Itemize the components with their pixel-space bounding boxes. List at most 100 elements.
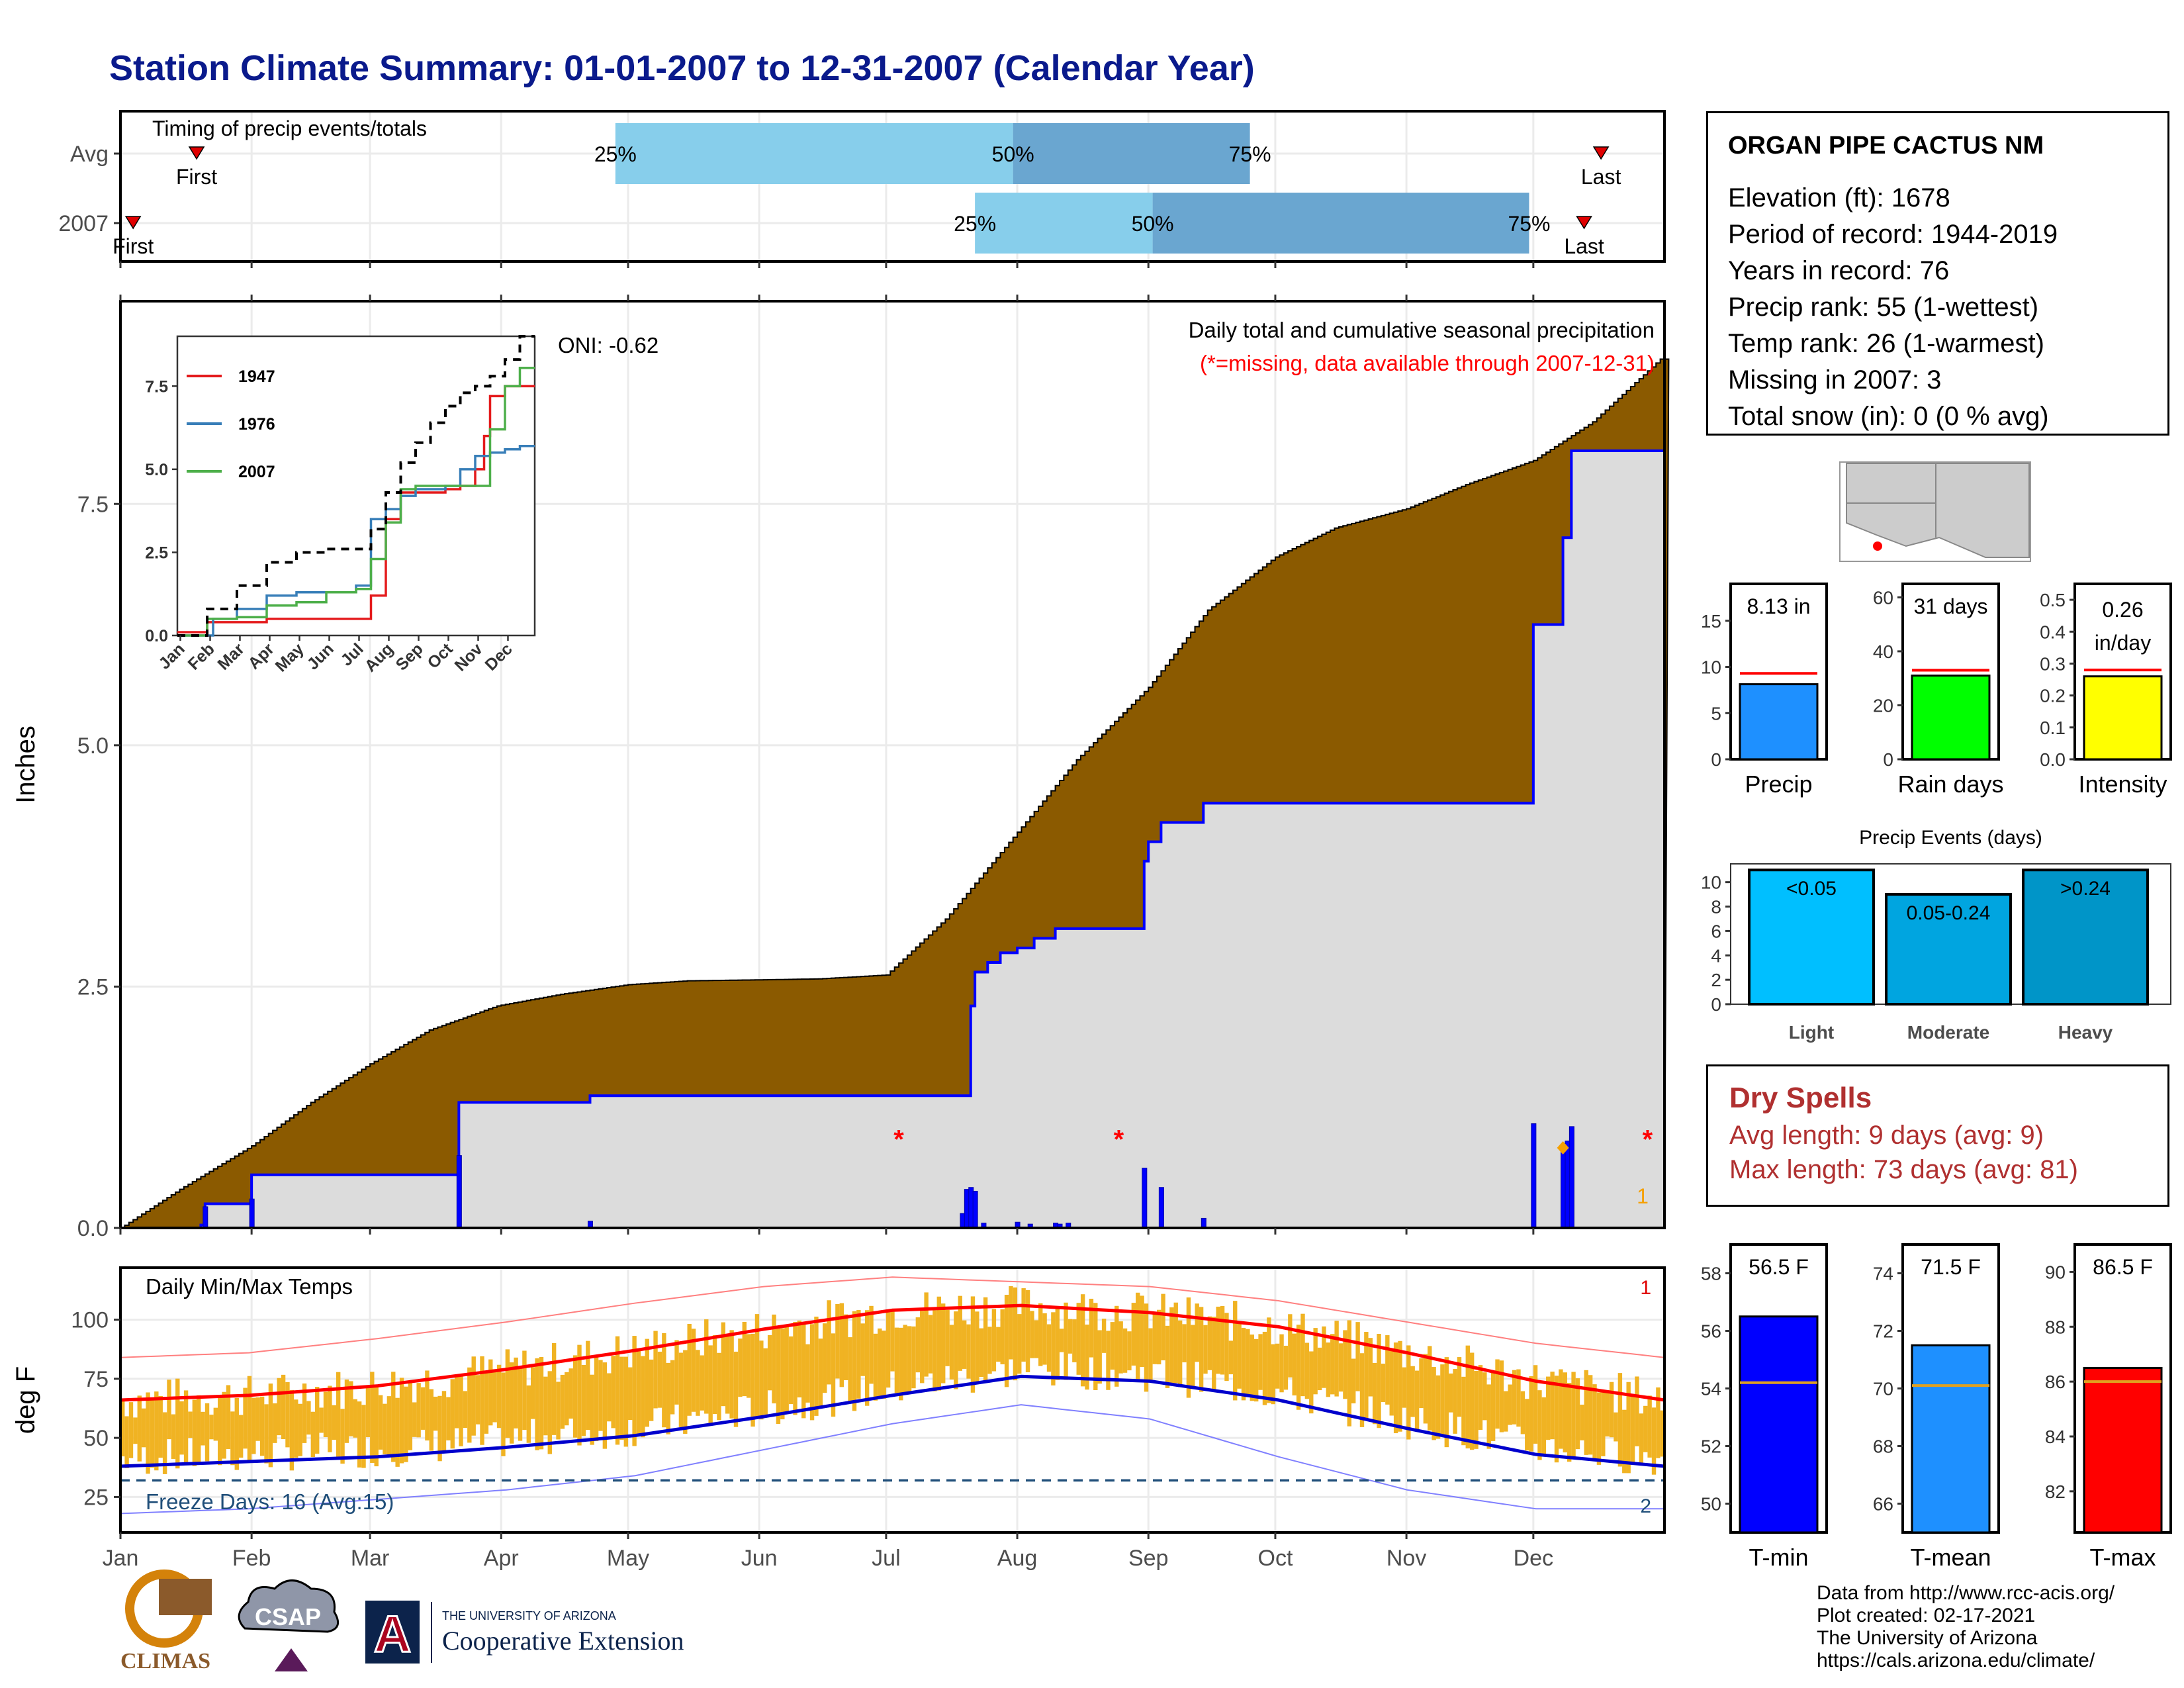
record-count-label: 1 [1637, 1184, 1649, 1208]
month-tick-label: Nov [1387, 1546, 1426, 1571]
daily-temp-bar [594, 1357, 599, 1442]
event-bar [1748, 868, 1875, 1006]
daily-temp-bar [1343, 1330, 1347, 1399]
daily-temp-bar [1609, 1382, 1614, 1438]
ua-logo-top: THE UNIVERSITY OF ARIZONA [442, 1609, 616, 1622]
daily-temp-bar [1309, 1351, 1314, 1414]
inset-cumulative-chart: 1947197620070.02.55.07.5JanFebMarAprMayJ… [145, 335, 536, 676]
daily-temp-bar [1516, 1369, 1521, 1427]
daily-temp-bar [526, 1385, 531, 1443]
event-y-tick-label: 8 [1711, 897, 1721, 917]
daily-precip-bar [1201, 1217, 1206, 1229]
daily-temp-bar [205, 1403, 210, 1462]
inset-y-tick-label: 7.5 [145, 377, 168, 396]
daily-temp-bar [1559, 1369, 1563, 1449]
daily-temp-bar [1152, 1312, 1157, 1364]
daily-temp-bar [336, 1372, 341, 1460]
daily-temp-bar [183, 1390, 189, 1465]
daily-temp-bar [983, 1297, 988, 1382]
daily-temp-bar [1393, 1342, 1398, 1434]
month-tick-label: Feb [232, 1546, 271, 1571]
daily-temp-bar [1191, 1325, 1195, 1387]
daily-temp-bar [1525, 1399, 1529, 1451]
daily-temp-bar [1588, 1375, 1593, 1455]
small-y-tick-label: 74 [1873, 1264, 1893, 1284]
bar-value-label: in/day [2095, 631, 2151, 655]
daily-temp-bar [234, 1397, 239, 1470]
daily-temp-bar [1377, 1333, 1381, 1429]
record-tmax-line [120, 1276, 1665, 1358]
small-y-tick-label: 0.4 [2040, 622, 2066, 642]
daily-temp-bar [1313, 1328, 1318, 1395]
credit-line: https://cals.arizona.edu/climate/ [1817, 1650, 2095, 1671]
month-tick-label: May [607, 1546, 649, 1571]
event-y-tick-label: 10 [1701, 872, 1721, 893]
daily-temp-bar [412, 1402, 417, 1437]
daily-temp-bar [268, 1383, 273, 1468]
daily-temp-bar [1046, 1324, 1052, 1372]
summary-bar [2083, 675, 2163, 761]
daily-temp-bar [484, 1372, 489, 1434]
daily-temp-bar [1292, 1333, 1297, 1396]
daily-temp-bar [678, 1352, 684, 1427]
daily-temp-bar [721, 1322, 726, 1407]
temp-y-tick-label: 50 [83, 1426, 109, 1451]
daily-temp-bar [894, 1327, 899, 1393]
daily-temp-bar [954, 1311, 958, 1389]
avg-tmax-line [120, 1303, 1665, 1402]
timing-row-label: Avg [70, 142, 109, 167]
station-info-box: ORGAN PIPE CACTUS NM Elevation (ft): 167… [1706, 111, 2169, 436]
daily-temp-bar [733, 1351, 739, 1427]
temp-y-tick-label: 100 [71, 1308, 109, 1333]
event-y-tick-label: 6 [1711, 921, 1721, 941]
record-tmin-line [120, 1404, 1664, 1515]
daily-temp-bar [1504, 1391, 1508, 1432]
daily-temp-bar [310, 1411, 316, 1458]
timing-pct-label: 25% [954, 212, 996, 236]
month-tick-label: Dec [1514, 1546, 1553, 1571]
month-tick-label: Jan [103, 1546, 139, 1571]
timing-panel-label: Timing of precip events/totals [152, 117, 427, 140]
daily-temp-bar [1554, 1376, 1559, 1463]
daily-temp-bar [120, 1400, 125, 1457]
daily-temp-bar [1237, 1323, 1242, 1389]
timing-pct-label: 75% [1508, 212, 1550, 236]
timing-pct-label: 50% [1132, 212, 1174, 236]
daily-temp-bar [691, 1329, 696, 1412]
station-location-dot [1873, 541, 1882, 551]
daily-temp-bar [843, 1314, 848, 1380]
daily-temp-bar [1253, 1338, 1259, 1402]
record-high-count: 1 [1640, 1277, 1651, 1299]
daily-temp-bar [1410, 1366, 1415, 1417]
first-label: First [113, 234, 154, 258]
summary-bar [1739, 1315, 1819, 1534]
freeze-days-label: Freeze Days: 16 (Avg:15) [146, 1489, 394, 1514]
daily-temp-bar [328, 1385, 332, 1452]
inset-average-line [177, 335, 535, 637]
daily-temp-bar [670, 1360, 675, 1415]
small-y-tick-label: 40 [1873, 641, 1893, 662]
daily-temp-bar [463, 1391, 468, 1429]
daily-temp-bar [1385, 1335, 1390, 1405]
daily-temp-bar [569, 1368, 573, 1419]
small-y-tick-label: 10 [1701, 657, 1721, 678]
daily-temp-bar [717, 1352, 721, 1421]
daily-temp-bar [890, 1309, 895, 1372]
locator-map [1839, 461, 2031, 562]
daily-temp-bar [543, 1376, 548, 1436]
daily-temp-bar [387, 1396, 392, 1456]
daily-temp-bar [213, 1407, 218, 1441]
daily-temp-bar [899, 1327, 903, 1401]
daily-temp-bar [1199, 1307, 1204, 1392]
bar-category-label: T-mean [1910, 1544, 1991, 1571]
inset-series-line [177, 366, 535, 637]
timing-bar-q2 [1152, 193, 1529, 254]
small-y-tick-label: 88 [2045, 1317, 2066, 1337]
daily-temp-bar [941, 1303, 946, 1383]
small-y-tick-label: 82 [2045, 1481, 2066, 1502]
daily-temp-bar [1330, 1334, 1335, 1395]
small-y-tick-label: 54 [1701, 1379, 1721, 1399]
daily-temp-bar [1635, 1376, 1639, 1446]
daily-temp-bar [759, 1340, 764, 1420]
daily-temp-bar [814, 1316, 819, 1416]
